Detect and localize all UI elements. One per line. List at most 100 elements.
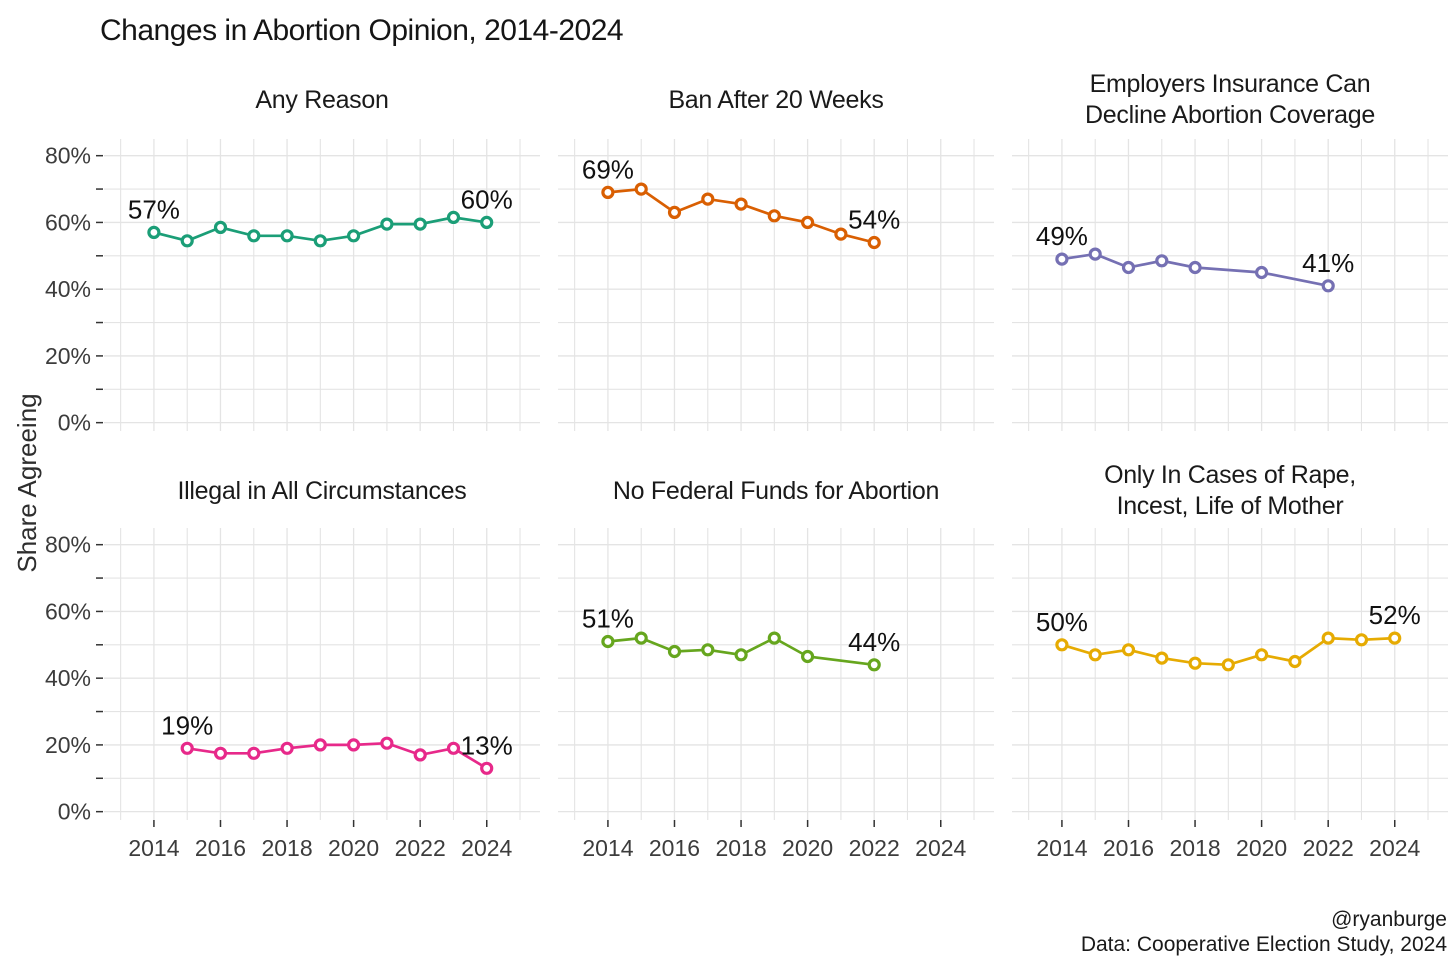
data-point — [480, 761, 494, 775]
facet-panel: 19% 13% 0% 20% 40% 60% 80% 2014 2016 2018 2020 2022… — [45, 528, 540, 861]
data-point — [867, 658, 881, 672]
y-axis-tick-label: 60% — [45, 598, 91, 624]
x-axis-tick-label: 2020 — [1236, 835, 1287, 861]
data-point — [1254, 648, 1269, 662]
data-point — [347, 738, 361, 752]
value-label: 19% — [161, 710, 213, 740]
y-axis-tick-label: 40% — [45, 665, 91, 691]
data-point — [734, 197, 748, 211]
data-point — [1088, 648, 1102, 662]
data-point — [667, 205, 682, 219]
facet-panel: 49% 41% — [1012, 139, 1448, 431]
value-label: 69% — [582, 154, 634, 184]
facet-panel: 51% 44% 2014 2016 2018 2020 2022 2024 — [558, 528, 994, 861]
value-label: 44% — [848, 627, 900, 657]
data-point — [380, 217, 394, 231]
data-point — [1254, 265, 1269, 280]
data-point — [313, 738, 327, 752]
value-label: 52% — [1369, 600, 1421, 630]
value-label: 60% — [461, 184, 513, 214]
y-axis-title: Share Agreeing — [12, 393, 42, 572]
facet-title-line: Ban After 20 Weeks — [668, 85, 884, 114]
data-point — [213, 220, 228, 234]
x-axis-tick-label: 2014 — [1036, 835, 1087, 861]
chart-title: Changes in Abortion Opinion, 2014-2024 — [100, 14, 623, 47]
y-axis-tick-label: 40% — [45, 276, 91, 302]
data-point — [1321, 279, 1335, 293]
facet-panel: 50% 52% 2014 2016 2018 2020 2022 2024 — [1012, 528, 1448, 861]
value-label: 54% — [848, 205, 900, 235]
data-point — [1354, 633, 1369, 647]
x-axis-tick-label: 2020 — [782, 835, 833, 861]
data-point — [1121, 260, 1136, 275]
x-axis-tick-label: 2014 — [128, 835, 179, 861]
facet-title: Only In Cases of Rape, Incest, Life of Mo… — [1012, 452, 1448, 530]
data-point — [413, 748, 427, 762]
x-axis-tick-label: 2018 — [1169, 835, 1220, 861]
x-axis-tick-label: 2020 — [328, 835, 379, 861]
data-point — [480, 215, 494, 229]
data-point — [800, 649, 815, 664]
data-point — [180, 741, 194, 755]
data-point — [1288, 654, 1302, 669]
data-point — [701, 643, 715, 657]
x-axis-tick-label: 2018 — [261, 835, 312, 861]
facet-panel: 69% 54% — [558, 139, 994, 431]
data-point — [380, 736, 394, 750]
data-point — [247, 229, 261, 243]
facet-title-line: Illegal in All Circumstances — [177, 476, 467, 505]
facet-title-line: Employers Insurance Can — [1089, 70, 1371, 98]
facet-panel: 57% 60% 0% 20% 40% 60% 80% — [45, 139, 540, 436]
facet-title: Employers Insurance Can Decline Abortion … — [1012, 61, 1448, 139]
data-point — [767, 209, 781, 223]
data-point — [767, 631, 781, 645]
y-axis-tick-label: 20% — [45, 732, 91, 758]
data-point — [701, 192, 715, 206]
data-point — [180, 234, 194, 248]
data-point — [1088, 247, 1102, 261]
attribution-source: Data: Cooperative Election Study, 2024 — [1081, 933, 1447, 956]
data-point — [634, 182, 648, 196]
data-point — [1155, 254, 1169, 268]
data-point — [1155, 651, 1169, 665]
value-label: 50% — [1036, 607, 1088, 637]
data-point — [634, 631, 648, 645]
data-point — [446, 741, 461, 755]
x-axis-tick-label: 2024 — [915, 835, 966, 861]
facet-layer: 57% 60% 0% 20% 40% 60% 80% 69% 54% 49% 41% 19% 13% 0%… — [45, 139, 1448, 861]
data-point — [1121, 643, 1136, 657]
data-point — [834, 227, 848, 241]
value-label: 51% — [582, 604, 634, 634]
facet-title-line: Any Reason — [255, 85, 389, 114]
facet-title: No Federal Funds for Abortion — [558, 452, 994, 530]
y-axis-tick-label: 60% — [45, 209, 91, 235]
x-axis-tick-label: 2016 — [649, 835, 700, 861]
trend-line — [186, 741, 488, 770]
data-point — [413, 217, 427, 231]
data-point — [280, 229, 294, 243]
facet-title-line: Decline Abortion Coverage — [1085, 101, 1375, 129]
data-point — [147, 225, 161, 239]
data-point — [280, 741, 294, 755]
data-point — [601, 185, 615, 199]
data-point — [1188, 260, 1202, 275]
data-point — [1388, 631, 1402, 645]
data-point — [1055, 252, 1069, 266]
x-axis-tick-label: 2024 — [461, 835, 512, 861]
data-point — [313, 234, 327, 248]
x-axis-tick-label: 2022 — [395, 835, 446, 861]
data-point — [800, 215, 815, 229]
y-axis-tick-label: 80% — [45, 532, 91, 558]
data-point — [247, 746, 261, 760]
y-axis-tick-label: 0% — [58, 410, 91, 436]
y-axis-tick-label: 0% — [58, 799, 91, 825]
data-point — [1221, 658, 1235, 672]
value-label: 49% — [1036, 221, 1088, 251]
x-axis-tick-label: 2022 — [1303, 835, 1354, 861]
data-point — [867, 235, 881, 250]
facet-title: Any Reason — [104, 61, 540, 139]
value-label: 13% — [461, 730, 513, 760]
x-axis-tick-label: 2014 — [582, 835, 633, 861]
data-point — [213, 746, 228, 760]
data-point — [347, 229, 361, 243]
